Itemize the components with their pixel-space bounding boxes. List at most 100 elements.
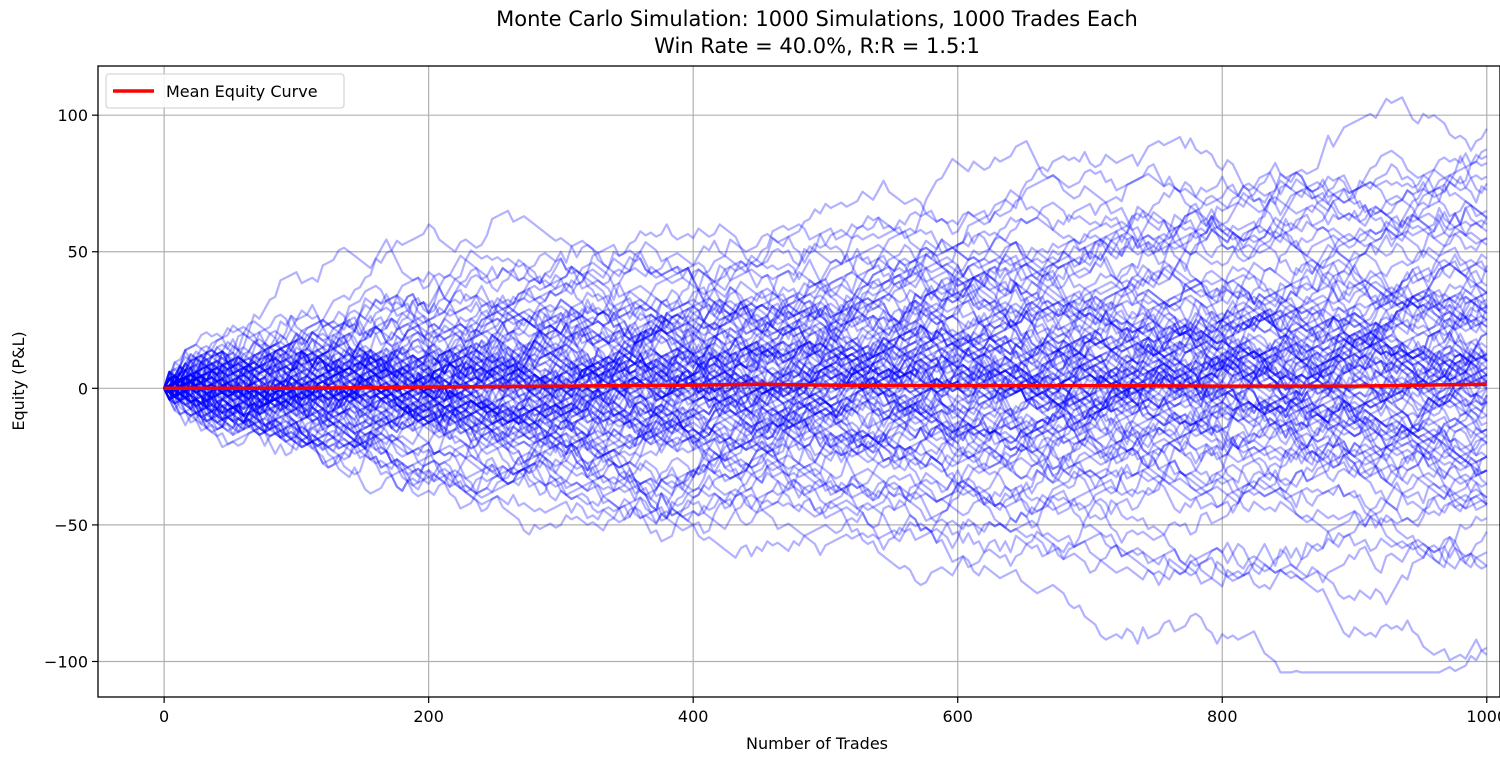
simulation-path bbox=[163, 232, 1488, 424]
simulation-path bbox=[163, 346, 1488, 451]
simulation-path bbox=[163, 353, 1488, 476]
simulation-path bbox=[163, 362, 1488, 524]
grid-lines bbox=[98, 66, 1500, 697]
simulation-path bbox=[163, 306, 1488, 465]
x-axis-label: Number of Trades bbox=[746, 734, 888, 753]
simulation-path bbox=[163, 342, 1488, 431]
x-tick-label: 0 bbox=[159, 707, 169, 726]
simulation-path bbox=[163, 380, 1488, 591]
simulation-path bbox=[163, 283, 1488, 398]
simulation-path bbox=[163, 298, 1488, 406]
simulation-path bbox=[163, 211, 1488, 389]
simulation-path bbox=[163, 261, 1488, 428]
simulation-path bbox=[163, 189, 1488, 395]
simulation-path bbox=[163, 379, 1488, 472]
simulation-path bbox=[163, 286, 1488, 408]
simulation-path bbox=[163, 297, 1488, 439]
simulation-path bbox=[163, 148, 1488, 401]
y-tick-label: 100 bbox=[57, 106, 88, 125]
simulation-path bbox=[163, 264, 1488, 394]
simulation-path bbox=[163, 350, 1488, 674]
simulation-path bbox=[163, 331, 1488, 450]
simulation-path bbox=[163, 253, 1488, 428]
simulation-path bbox=[163, 336, 1488, 517]
simulation-path bbox=[163, 313, 1488, 522]
y-tick-label: −50 bbox=[54, 516, 88, 535]
mean-equity-curve bbox=[164, 382, 1487, 391]
simulation-path bbox=[163, 338, 1488, 445]
simulation-path bbox=[163, 313, 1488, 424]
simulation-path bbox=[163, 385, 1488, 511]
simulation-path bbox=[163, 314, 1488, 454]
simulation-path bbox=[163, 302, 1488, 485]
simulation-path bbox=[163, 163, 1488, 409]
simulation-path bbox=[163, 135, 1488, 398]
simulation-path bbox=[163, 301, 1488, 398]
chart-subtitle: Win Rate = 40.0%, R:R = 1.5:1 bbox=[654, 34, 980, 58]
x-tick-label: 1000 bbox=[1466, 707, 1500, 726]
simulation-path bbox=[163, 166, 1488, 413]
y-tick-label: −100 bbox=[44, 652, 88, 671]
x-tick-label: 200 bbox=[413, 707, 444, 726]
simulation-path bbox=[163, 350, 1488, 472]
simulation-path bbox=[163, 275, 1488, 427]
legend-box bbox=[105, 73, 345, 109]
simulation-path bbox=[163, 298, 1488, 428]
simulation-path bbox=[163, 222, 1488, 447]
simulation-path bbox=[163, 223, 1488, 389]
simulation-path bbox=[163, 372, 1488, 524]
simulation-path bbox=[163, 171, 1488, 440]
simulation-path bbox=[163, 96, 1488, 391]
plot-frame bbox=[97, 65, 1500, 698]
y-axis-label: Equity (P&L) bbox=[9, 331, 28, 430]
simulation-path bbox=[163, 298, 1488, 435]
simulation-path bbox=[163, 172, 1488, 401]
simulation-path bbox=[163, 328, 1488, 443]
x-axis-ticks: 0 200 400 600 800 1000 bbox=[159, 697, 1500, 726]
simulation-path bbox=[163, 339, 1488, 436]
simulation-path bbox=[163, 269, 1488, 424]
simulation-path bbox=[163, 265, 1488, 457]
simulation-path bbox=[163, 260, 1488, 423]
simulation-path bbox=[163, 364, 1488, 487]
y-axis-ticks: −100 −50 0 50 100 bbox=[44, 106, 98, 671]
simulation-path bbox=[163, 343, 1488, 440]
x-tick-label: 400 bbox=[678, 707, 709, 726]
simulation-path bbox=[163, 377, 1488, 533]
simulation-path bbox=[163, 213, 1488, 446]
simulation-path bbox=[163, 384, 1488, 574]
simulation-path bbox=[163, 187, 1488, 413]
chart-title: Monte Carlo Simulation: 1000 Simulations… bbox=[496, 7, 1138, 31]
simulation-path bbox=[163, 321, 1488, 495]
simulation-path bbox=[163, 235, 1488, 389]
simulation-path bbox=[163, 346, 1488, 451]
simulation-path bbox=[163, 202, 1488, 390]
simulation-path bbox=[163, 306, 1488, 481]
mean-series bbox=[164, 382, 1487, 391]
simulation-path bbox=[163, 155, 1488, 395]
simulation-path bbox=[163, 271, 1488, 416]
simulation-path bbox=[163, 364, 1488, 662]
simulation-path bbox=[163, 338, 1488, 570]
simulation-path bbox=[163, 339, 1488, 487]
simulation-path bbox=[163, 347, 1488, 479]
y-tick-label: 50 bbox=[68, 243, 88, 262]
simulation-path bbox=[163, 260, 1488, 421]
simulation-path bbox=[163, 340, 1488, 469]
simulation-path bbox=[163, 342, 1488, 501]
x-tick-label: 600 bbox=[942, 707, 973, 726]
simulation-path bbox=[163, 369, 1488, 529]
simulation-path bbox=[163, 340, 1488, 495]
simulation-path bbox=[163, 332, 1488, 469]
simulation-path bbox=[163, 305, 1488, 443]
simulation-path bbox=[163, 310, 1488, 416]
simulation-path bbox=[163, 350, 1488, 465]
simulation-path bbox=[163, 310, 1488, 436]
simulation-path bbox=[163, 353, 1488, 606]
simulation-path bbox=[163, 362, 1488, 521]
simulation-path bbox=[163, 362, 1488, 488]
simulation-path bbox=[163, 303, 1488, 488]
simulation-path bbox=[163, 265, 1488, 412]
simulation-path bbox=[163, 298, 1488, 402]
